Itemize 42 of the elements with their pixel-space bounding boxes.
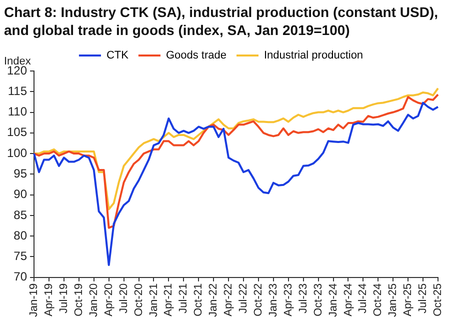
x-tick-label: Oct-25 bbox=[432, 283, 444, 316]
y-tick-label: 105 bbox=[6, 125, 28, 140]
y-tick-label: 90 bbox=[14, 187, 28, 202]
x-tick-label: Jul-20 bbox=[118, 283, 130, 314]
x-tick-label: Apr-22 bbox=[222, 283, 235, 316]
y-tick-label: 70 bbox=[14, 270, 28, 284]
x-tick-label: Apr-20 bbox=[102, 283, 115, 316]
x-tick-label: Apr-19 bbox=[43, 283, 56, 316]
x-tick-label: Jul-19 bbox=[58, 283, 70, 314]
x-tick-label: Jul-21 bbox=[178, 283, 190, 314]
x-tick-label: Jan-21 bbox=[148, 283, 160, 318]
legend-label: Industrial production bbox=[264, 50, 364, 62]
x-tick-label: Oct-24 bbox=[372, 283, 384, 316]
y-tick-label: 95 bbox=[14, 166, 28, 180]
x-tick-label: Oct-23 bbox=[312, 283, 324, 316]
x-tick-label: Apr-23 bbox=[282, 283, 294, 316]
chart-title: Chart 8: Industry CTK (SA), industrial production (constant USD), and global trade in goods (index, SA, Jan 2019=100) bbox=[4, 3, 439, 39]
x-tick-label: Jul-22 bbox=[238, 283, 250, 314]
legend-label: Goods trade bbox=[166, 50, 226, 62]
x-tick-label: Oct-20 bbox=[132, 283, 145, 316]
x-tick-label: Apr-21 bbox=[162, 283, 175, 316]
x-tick-label: Jul-23 bbox=[297, 283, 310, 314]
x-tick-label: Jul-24 bbox=[357, 283, 370, 314]
x-tick-label: Apr-24 bbox=[342, 283, 354, 316]
x-tick-label: Apr-25 bbox=[402, 283, 414, 316]
x-tick-label: Oct-21 bbox=[192, 283, 205, 316]
legend-label: CTK bbox=[106, 50, 130, 62]
x-tick-label: Jan-20 bbox=[88, 283, 100, 318]
x-tick-label: Oct-22 bbox=[252, 283, 264, 316]
y-tick-label: 100 bbox=[6, 146, 28, 160]
x-tick-label: Jan-23 bbox=[267, 283, 280, 318]
y-tick-label: 110 bbox=[8, 104, 28, 119]
x-tick-label: Jul-25 bbox=[417, 283, 430, 314]
x-tick-label: Jan-19 bbox=[28, 283, 40, 318]
x-tick-label: Jan-22 bbox=[208, 283, 220, 318]
y-tick-label: 115 bbox=[8, 84, 28, 98]
x-tick-label: Oct-19 bbox=[72, 283, 85, 316]
y-tick-label: 75 bbox=[14, 249, 28, 264]
x-tick-label: Jan-24 bbox=[327, 283, 340, 318]
x-tick-label: Jan-25 bbox=[387, 283, 400, 318]
y-tick-label: 85 bbox=[14, 208, 28, 222]
y-tick-label: 80 bbox=[14, 228, 28, 242]
